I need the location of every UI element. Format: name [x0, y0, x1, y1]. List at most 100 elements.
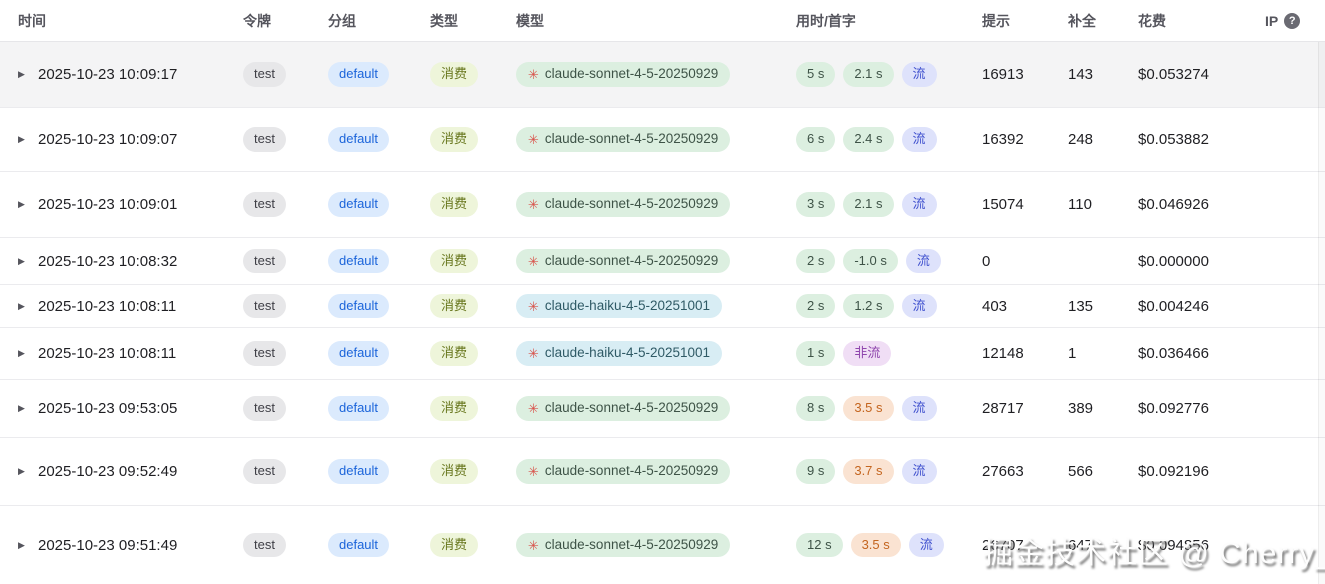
model-pill[interactable]: ✳ claude-sonnet-4-5-20250929 — [516, 248, 731, 274]
expand-caret-icon[interactable]: ▶ — [18, 255, 25, 266]
token-pill[interactable]: test — [243, 192, 286, 217]
group-pill[interactable]: default — [328, 293, 390, 319]
token-pill[interactable]: test — [243, 396, 286, 421]
column-header-type-label: 类型 — [430, 12, 458, 29]
duration-cell: 8 s 3.5 s 流 — [796, 396, 982, 421]
group-cell: default — [328, 532, 430, 558]
expand-caret-icon[interactable]: ▶ — [18, 69, 25, 79]
stream-pill: 流 — [901, 459, 937, 484]
group-cell: default — [328, 248, 430, 274]
first-token-pill: 2.4 s — [843, 127, 894, 152]
time-cell: ▶ 2025-10-23 10:09:07 — [18, 131, 243, 148]
model-pill[interactable]: ✳ claude-sonnet-4-5-20250929 — [516, 127, 731, 152]
duration-pill: 6 s — [796, 127, 836, 152]
column-header-group-label: 分组 — [328, 12, 356, 29]
token-pill[interactable]: test — [243, 341, 286, 366]
stream-pill: 流 — [908, 532, 944, 558]
group-pill[interactable]: default — [328, 192, 390, 217]
model-name: claude-sonnet-4-5-20250929 — [544, 400, 719, 416]
model-pill[interactable]: ✳ claude-sonnet-4-5-20250929 — [516, 192, 731, 217]
model-name: claude-sonnet-4-5-20250929 — [544, 196, 719, 212]
table-row[interactable]: ▶ 2025-10-23 09:51:49 test default 消费 ✳ … — [0, 506, 1325, 584]
group-pill[interactable]: default — [328, 62, 390, 87]
completion-count: 389 — [1068, 400, 1094, 417]
token-pill[interactable]: test — [243, 127, 286, 152]
model-cell: ✳ claude-sonnet-4-5-20250929 — [516, 192, 796, 217]
expand-caret-icon[interactable]: ▶ — [18, 539, 25, 550]
table-row[interactable]: ▶ 2025-10-23 10:09:01 test default 消费 ✳ … — [0, 172, 1325, 238]
prompt-count: 403 — [982, 297, 1008, 315]
expand-caret-icon[interactable]: ▶ — [18, 199, 25, 209]
group-pill[interactable]: default — [328, 127, 390, 152]
model-pill[interactable]: ✳ claude-haiku-4-5-20251001 — [516, 341, 723, 366]
group-pill[interactable]: default — [328, 532, 390, 558]
duration-pill: 5 s — [796, 62, 836, 87]
duration-cell: 6 s 2.4 s 流 — [796, 127, 982, 152]
column-header-time-label: 时间 — [18, 12, 46, 29]
expand-caret-icon[interactable]: ▶ — [18, 348, 25, 358]
prompt-count: 26707 — [982, 536, 1024, 554]
model-pill[interactable]: ✳ claude-sonnet-4-5-20250929 — [516, 62, 731, 87]
duration-cell: 9 s 3.7 s 流 — [796, 459, 982, 484]
expand-caret-icon[interactable]: ▶ — [18, 134, 25, 144]
row-time: 2025-10-23 09:52:49 — [38, 463, 178, 480]
first-token-pill: 3.5 s — [843, 396, 894, 421]
type-pill: 消费 — [430, 293, 479, 319]
completion-count: 1 — [1068, 345, 1077, 362]
ip-help-icon[interactable]: ? — [1284, 12, 1301, 29]
table-row[interactable]: ▶ 2025-10-23 10:08:11 test default 消费 ✳ … — [0, 328, 1325, 380]
table-row[interactable]: ▶ 2025-10-23 10:09:07 test default 消费 ✳ … — [0, 108, 1325, 172]
type-cell: 消费 — [430, 248, 516, 274]
column-header-cost-label: 花费 — [1138, 12, 1166, 29]
duration-pill: 8 s — [796, 396, 836, 421]
group-pill[interactable]: default — [328, 459, 390, 484]
token-pill[interactable]: test — [243, 293, 286, 319]
first-token-pill: 3.5 s — [850, 532, 901, 558]
column-header-model: 模型 — [516, 11, 796, 31]
token-cell: test — [243, 341, 328, 366]
token-cell: test — [243, 532, 328, 558]
group-pill[interactable]: default — [328, 396, 390, 421]
model-cell: ✳ claude-sonnet-4-5-20250929 — [516, 396, 796, 421]
vertical-scrollbar[interactable] — [1318, 42, 1325, 584]
model-pill[interactable]: ✳ claude-sonnet-4-5-20250929 — [516, 532, 731, 558]
duration-cell: 2 s 1.2 s 流 — [796, 293, 982, 319]
table-row[interactable]: ▶ 2025-10-23 10:08:32 test default 消费 ✳ … — [0, 238, 1325, 285]
type-pill: 消费 — [430, 459, 479, 484]
token-pill[interactable]: test — [243, 62, 286, 87]
group-pill[interactable]: default — [328, 248, 390, 274]
duration-pill: 2 s — [796, 293, 836, 319]
token-cell: test — [243, 248, 328, 274]
row-time: 2025-10-23 10:09:07 — [38, 131, 178, 148]
model-cell: ✳ claude-sonnet-4-5-20250929 — [516, 459, 796, 484]
type-pill: 消费 — [430, 341, 479, 366]
table-row[interactable]: ▶ 2025-10-23 09:53:05 test default 消费 ✳ … — [0, 380, 1325, 438]
model-pill[interactable]: ✳ claude-haiku-4-5-20251001 — [516, 293, 723, 319]
model-pill[interactable]: ✳ claude-sonnet-4-5-20250929 — [516, 459, 731, 484]
column-header-group: 分组 — [328, 11, 430, 31]
type-pill: 消费 — [430, 192, 479, 217]
token-pill[interactable]: test — [243, 248, 286, 274]
group-cell: default — [328, 62, 430, 87]
type-cell: 消费 — [430, 192, 516, 217]
column-header-time: 时间 — [18, 11, 243, 31]
model-provider-icon: ✳ — [528, 197, 539, 212]
stream-pill: 流 — [901, 127, 937, 152]
expand-caret-icon[interactable]: ▶ — [18, 300, 25, 311]
expand-caret-icon[interactable]: ▶ — [18, 403, 25, 413]
token-pill[interactable]: test — [243, 532, 286, 558]
cost-value: $0.004246 — [1138, 297, 1209, 315]
completion-count: 110 — [1068, 196, 1092, 213]
prompt-count: 16913 — [982, 66, 1024, 83]
time-cell: ▶ 2025-10-23 09:53:05 — [18, 400, 243, 417]
token-pill[interactable]: test — [243, 459, 286, 484]
type-pill: 消费 — [430, 248, 479, 274]
type-cell: 消费 — [430, 341, 516, 366]
duration-pill: 2 s — [796, 248, 836, 274]
model-pill[interactable]: ✳ claude-sonnet-4-5-20250929 — [516, 396, 731, 421]
group-pill[interactable]: default — [328, 341, 390, 366]
table-row[interactable]: ▶ 2025-10-23 10:08:11 test default 消费 ✳ … — [0, 285, 1325, 328]
table-row[interactable]: ▶ 2025-10-23 09:52:49 test default 消费 ✳ … — [0, 438, 1325, 506]
table-row[interactable]: ▶ 2025-10-23 10:09:17 test default 消费 ✳ … — [0, 42, 1325, 108]
expand-caret-icon[interactable]: ▶ — [18, 466, 25, 476]
